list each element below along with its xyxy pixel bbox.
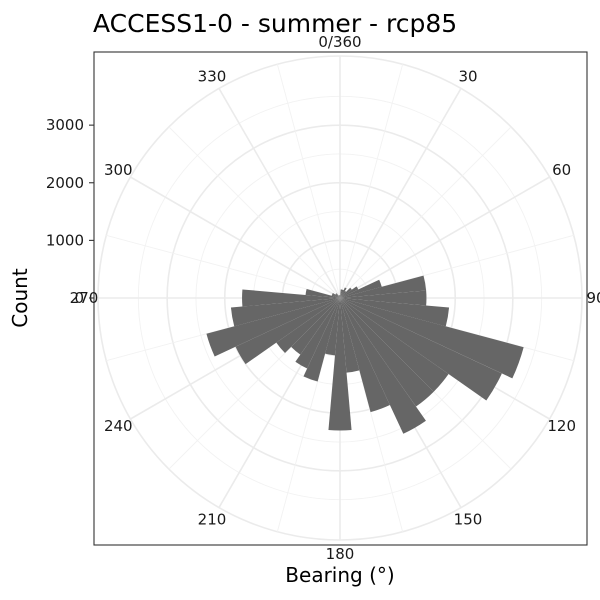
x-axis-title: Bearing (°) <box>285 563 394 587</box>
grid-spoke-minor <box>106 297 341 362</box>
bar-wedge <box>276 298 340 353</box>
bearing-label: 0/360 <box>318 33 361 51</box>
bearing-labels: 0/360 30 60 90 120 150 180 210 240 270 300 330 <box>70 33 600 563</box>
bearing-label: 150 <box>454 511 483 529</box>
grid-spoke <box>130 176 341 299</box>
bar-wedge <box>331 294 340 298</box>
grid-spoke-minor <box>339 64 404 299</box>
grid-spoke <box>339 176 550 299</box>
y-tick-label: 1000 <box>46 231 84 249</box>
bar-wedge <box>340 298 502 401</box>
polar-grid <box>97 55 583 541</box>
bar-wedge <box>340 289 344 298</box>
bar-wedge <box>340 287 352 298</box>
bar-wedge <box>340 275 427 298</box>
bar-wedge <box>340 298 426 434</box>
bar-wedge <box>305 289 340 298</box>
grid-spoke-minor <box>276 297 341 532</box>
bar-wedge <box>340 287 347 298</box>
grid-spoke-minor <box>168 126 341 299</box>
chart-title: ACCESS1-0 - summer - rcp85 <box>93 9 457 38</box>
bearing-label: 330 <box>198 67 227 85</box>
grid-spoke <box>339 88 462 299</box>
bar-wedge <box>338 295 340 298</box>
bearing-label: 180 <box>326 545 355 563</box>
bar-wedge <box>340 298 434 407</box>
bar-wedge <box>338 295 340 298</box>
bearing-label: 270 <box>70 289 99 307</box>
bar-wedge <box>340 298 450 327</box>
bar-wedge <box>230 298 340 327</box>
bar-wedge <box>340 279 382 298</box>
bar-wedge <box>328 298 352 431</box>
bar-wedge <box>206 298 340 357</box>
bar-wedge <box>340 290 427 306</box>
bar-wedge <box>340 290 347 298</box>
bar-wedge <box>291 298 340 355</box>
bar-wedge <box>242 289 340 307</box>
grid-spoke-minor <box>339 126 512 299</box>
bar-wedge <box>335 293 340 298</box>
bar-wedge <box>295 298 340 369</box>
grid-spoke <box>218 88 341 299</box>
bearing-label: 300 <box>104 161 133 179</box>
bar-wedge <box>340 298 449 392</box>
bars <box>206 275 524 434</box>
grid-spoke-minor <box>276 64 341 299</box>
bar-wedge <box>332 293 340 298</box>
y-axis-title: Count <box>8 268 32 328</box>
bearing-label: 90 <box>586 289 600 307</box>
grid-spoke-minor <box>106 234 341 299</box>
bearing-label: 210 <box>198 511 227 529</box>
bar-wedge <box>339 295 341 298</box>
bar-wedge <box>235 298 340 365</box>
bar-wedge <box>325 298 340 356</box>
bearing-label: 240 <box>104 417 133 435</box>
bar-wedge <box>339 295 340 298</box>
bar-wedge <box>303 298 340 382</box>
bar-wedge <box>335 293 340 298</box>
bar-wedge <box>340 289 343 298</box>
y-axis: 0 1000 2000 3000 <box>46 116 94 307</box>
y-tick-label: 0 <box>74 289 84 307</box>
bar-wedge <box>340 286 359 298</box>
bearing-label: 30 <box>458 67 477 85</box>
bearing-label: 60 <box>552 161 571 179</box>
bar-wedge <box>340 298 390 413</box>
bearing-label: 120 <box>547 417 576 435</box>
bar-wedge <box>340 298 524 379</box>
y-tick-label: 3000 <box>46 116 84 134</box>
y-tick-label: 2000 <box>46 174 84 192</box>
bar-wedge <box>340 298 360 373</box>
